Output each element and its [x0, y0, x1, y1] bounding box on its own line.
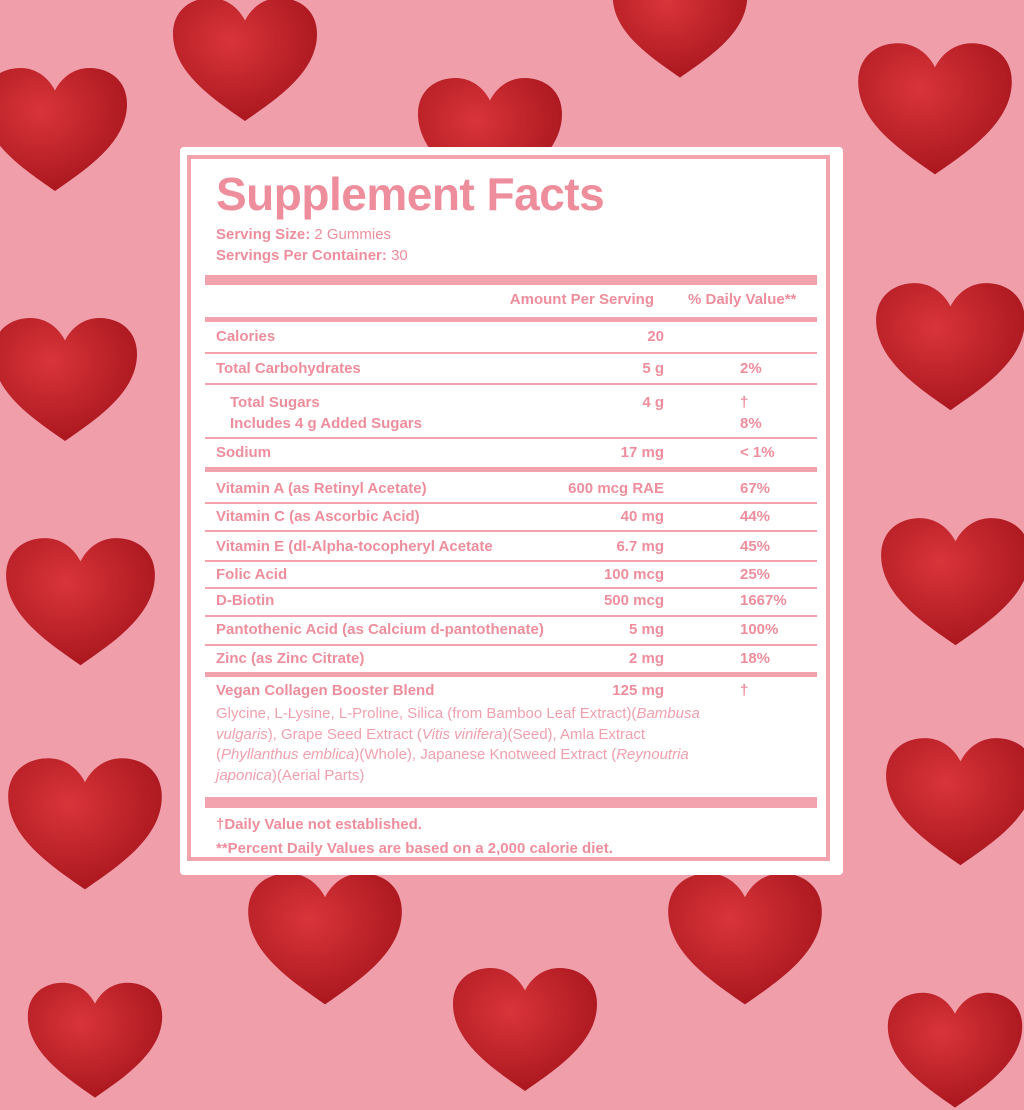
nutrient-amount: 20 — [647, 328, 664, 345]
nutrient-daily-value: 18% — [740, 650, 770, 667]
gummy-heart — [665, 870, 825, 1008]
nutrient-amount: 600 mcg RAE — [568, 480, 664, 497]
nutrient-name: Vitamin C (as Ascorbic Acid) — [216, 508, 420, 525]
nutrient-amount: 2 mg — [629, 650, 664, 667]
gummy-heart — [5, 755, 165, 893]
serving-size: Serving Size: 2 Gummies — [216, 226, 391, 243]
nutrient-amount: 500 mcg — [604, 592, 664, 609]
gummy-heart — [25, 980, 165, 1100]
nutrient-amount: 100 mcg — [604, 566, 664, 583]
gummy-heart — [885, 990, 1024, 1110]
nutrient-amount: 5 mg — [629, 621, 664, 638]
divider-line — [205, 587, 817, 589]
gummy-heart — [610, 0, 750, 80]
nutrient-daily-value: 44% — [740, 508, 770, 525]
gummy-heart — [873, 280, 1024, 413]
divider-line — [205, 615, 817, 617]
header-daily-value: % Daily Value** — [688, 291, 796, 308]
nutrient-name: Calories — [216, 328, 275, 345]
header-amount: Amount Per Serving — [510, 291, 654, 308]
gummy-heart — [883, 735, 1024, 868]
blend-ingredient-text: Vitis vinifera — [422, 726, 503, 743]
blend-ingredient-text: )(Whole), Japanese Knotweed Extract ( — [354, 746, 616, 763]
divider-line — [205, 383, 817, 385]
nutrient-daily-value: 8% — [740, 415, 762, 432]
nutrient-amount: 5 g — [642, 360, 664, 377]
gummy-heart — [0, 315, 140, 444]
nutrient-daily-value: † — [740, 394, 748, 411]
nutrient-name: Vegan Collagen Booster Blend — [216, 682, 434, 699]
nutrient-name: D-Biotin — [216, 592, 274, 609]
blend-ingredient-text: Phyllanthus emblica — [221, 746, 354, 763]
nutrient-amount: 4 g — [642, 394, 664, 411]
gummy-heart — [450, 965, 600, 1094]
nutrient-daily-value: 45% — [740, 538, 770, 555]
nutrient-daily-value: 1667% — [740, 592, 787, 609]
nutrient-amount: 125 mg — [612, 682, 664, 699]
nutrient-daily-value: 67% — [740, 480, 770, 497]
divider-line — [205, 502, 817, 504]
nutrient-daily-value: † — [740, 682, 748, 699]
nutrient-name: Vitamin A (as Retinyl Acetate) — [216, 480, 427, 497]
panel-title: Supplement Facts — [216, 167, 604, 221]
blend-ingredient-text: Glycine, L-Lysine, L-Proline, Silica (fr… — [216, 705, 636, 722]
blend-ingredients: Glycine, L-Lysine, L-Proline, Silica (fr… — [216, 704, 716, 786]
nutrient-amount: 6.7 mg — [616, 538, 664, 555]
nutrient-name: Total Carbohydrates — [216, 360, 361, 377]
serving-size-value: 2 Gummies — [314, 226, 391, 243]
divider-line — [205, 530, 817, 532]
divider-thick — [205, 275, 817, 285]
gummy-heart — [0, 65, 130, 194]
nutrient-daily-value: < 1% — [740, 444, 775, 461]
footnote-dv-not-established: †Daily Value not established. — [216, 816, 422, 833]
nutrient-name: Zinc (as Zinc Citrate) — [216, 650, 364, 667]
divider-medium — [205, 672, 817, 677]
gummy-heart — [855, 40, 1015, 178]
nutrient-name: Folic Acid — [216, 566, 287, 583]
blend-ingredient-text: )(Aerial Parts) — [272, 767, 365, 784]
divider-medium — [205, 467, 817, 472]
divider-line — [205, 352, 817, 354]
divider-line — [205, 560, 817, 562]
divider-line — [205, 644, 817, 646]
blend-ingredient-text: ), Grape Seed Extract ( — [268, 726, 422, 743]
divider-thick — [205, 797, 817, 808]
servings-per-container: Servings Per Container: 30 — [216, 247, 408, 264]
servings-label: Servings Per Container: — [216, 247, 387, 264]
nutrient-daily-value: 25% — [740, 566, 770, 583]
nutrient-name: Vitamin E (dl-Alpha-tocopheryl Acetate — [216, 538, 493, 555]
divider-line — [205, 437, 817, 439]
nutrient-amount: 17 mg — [621, 444, 664, 461]
nutrient-daily-value: 2% — [740, 360, 762, 377]
nutrient-name: Sodium — [216, 444, 271, 461]
nutrient-amount: 40 mg — [621, 508, 664, 525]
serving-size-label: Serving Size: — [216, 226, 310, 243]
nutrient-name: Pantothenic Acid (as Calcium d-pantothen… — [216, 621, 544, 638]
footnote-percent-dv: **Percent Daily Values are based on a 2,… — [216, 840, 613, 857]
gummy-heart — [245, 870, 405, 1008]
divider-medium — [205, 317, 817, 322]
gummy-heart — [170, 0, 320, 124]
nutrient-name: Includes 4 g Added Sugars — [230, 415, 422, 432]
nutrient-name: Total Sugars — [230, 394, 320, 411]
gummy-heart — [3, 535, 158, 668]
supplement-facts-panel: Supplement Facts Serving Size: 2 Gummies… — [180, 147, 843, 875]
nutrient-daily-value: 100% — [740, 621, 778, 638]
servings-value: 30 — [391, 247, 408, 264]
gummy-heart — [878, 515, 1024, 648]
